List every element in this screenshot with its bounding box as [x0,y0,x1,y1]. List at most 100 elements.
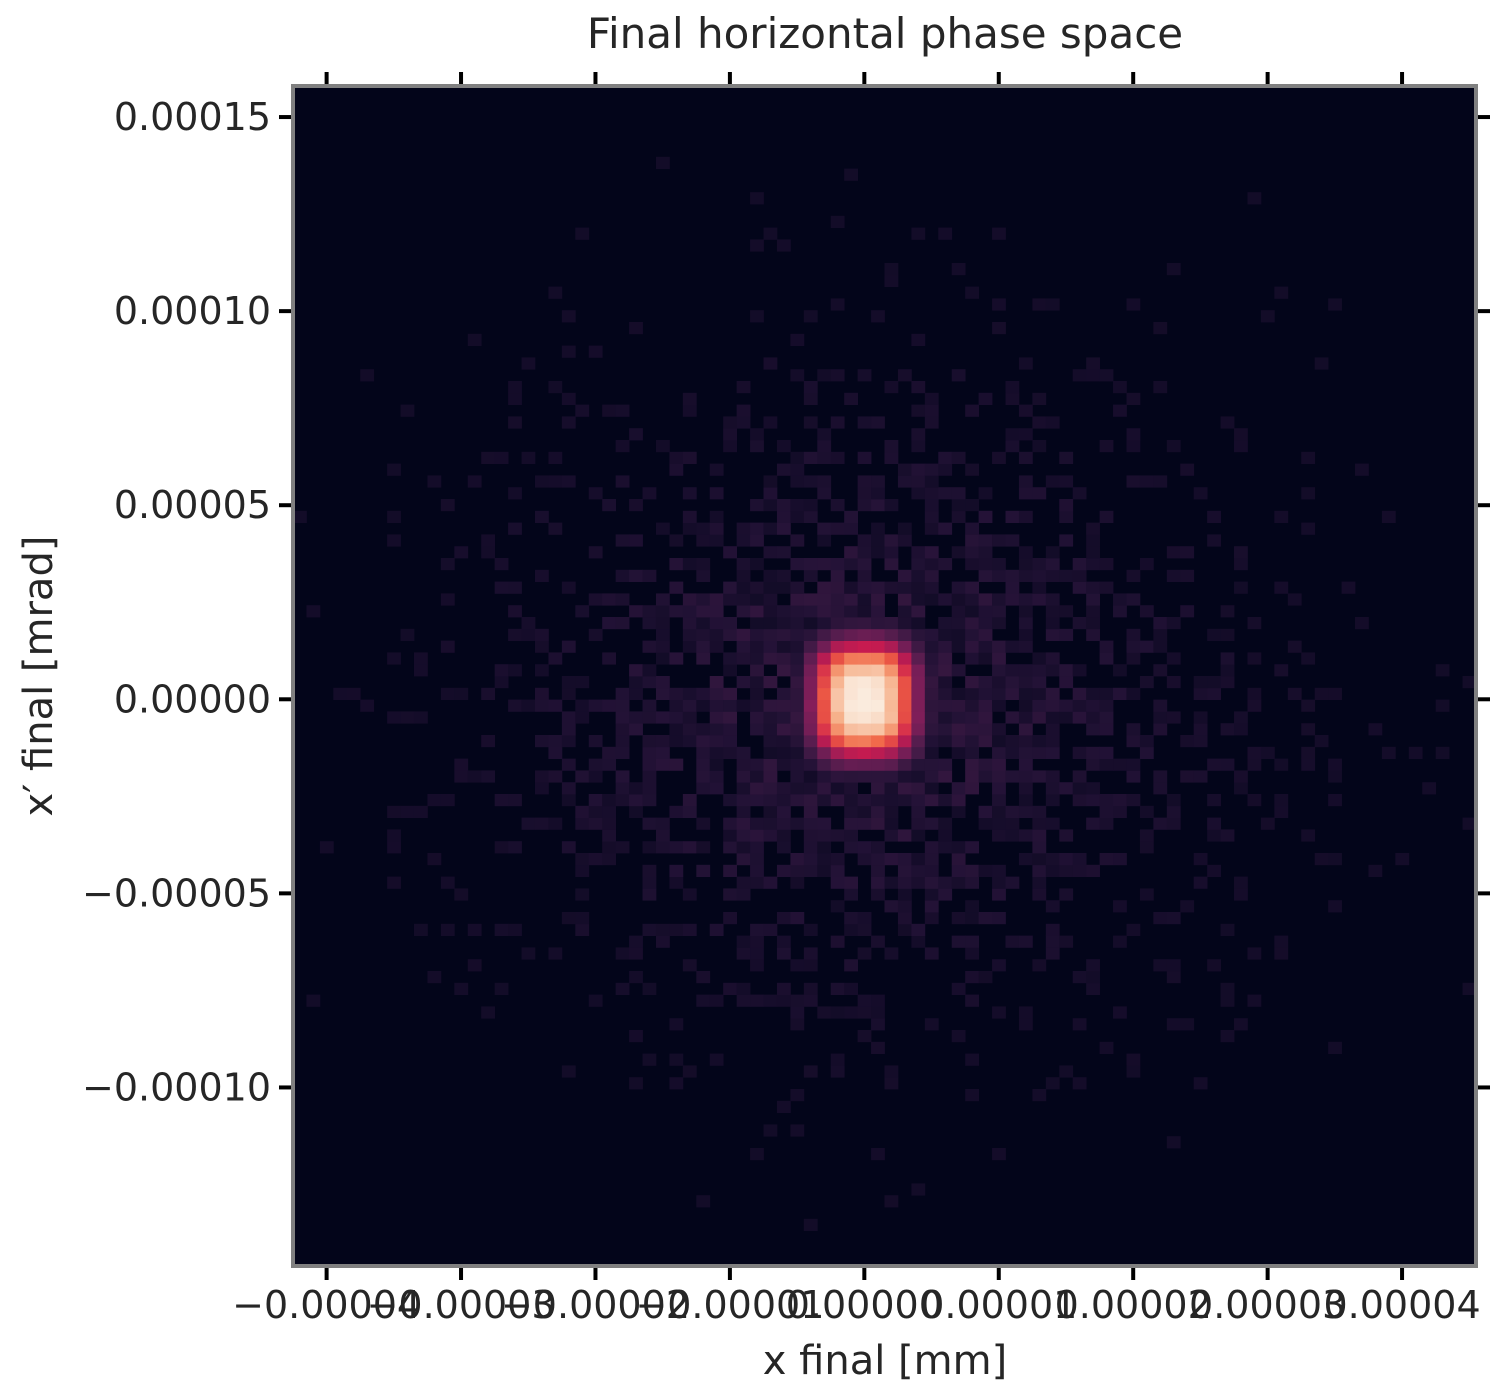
heatmap-cell [1099,1041,1114,1054]
heatmap-cell [629,569,643,582]
heatmap-cell [1328,298,1342,311]
heatmap-cell [1086,617,1100,630]
heatmap-cell [776,640,791,653]
heatmap-cell [830,593,845,606]
heatmap-cell [615,534,630,547]
heatmap-cell [1287,593,1302,606]
heatmap-cell [992,829,1006,842]
heatmap-cell [763,829,778,842]
heatmap-cell [682,522,697,535]
heatmap-cell [817,864,832,877]
heatmap-cell [575,676,590,689]
heatmap-cell [790,711,805,724]
heatmap-cell [763,628,778,641]
heatmap-cell [924,499,939,512]
heatmap-cell [911,829,926,842]
heatmap-cell [763,416,778,429]
heatmap-cell [871,1041,885,1054]
heatmap-cell [1005,711,1020,724]
heatmap-cell [1274,581,1289,594]
heatmap-cell [763,876,778,889]
heatmap-cell [494,451,509,464]
heatmap-cell [965,546,979,559]
heatmap-cell [1301,699,1316,712]
heatmap-cell [1166,912,1181,925]
heatmap-cell [978,758,993,771]
heatmap-cell [938,794,953,807]
heatmap-cell [629,947,643,960]
heatmap-cell [1099,558,1114,571]
heatmap-cell [467,475,482,488]
heatmap-cell [723,794,738,807]
heatmap-cell [750,829,764,842]
heatmap-cell [1086,581,1100,594]
heatmap-cell [871,888,885,901]
heatmap-cell [884,499,899,512]
heatmap-cell [857,746,872,759]
heatmap-cell [857,640,872,653]
heatmap-cell [871,687,885,700]
heatmap-cell [548,735,563,748]
heatmap-cell [1059,888,1074,901]
heatmap-cell [897,687,912,700]
heatmap-cell [817,829,832,842]
heatmap-cell [992,534,1006,547]
heatmap-cell [1045,923,1060,936]
heatmap-cell [360,699,375,712]
heatmap-cell [844,687,859,700]
heatmap-cell [803,864,818,877]
heatmap-cell [602,817,617,830]
heatmap-cell [723,617,738,630]
heatmap-cell [1139,676,1154,689]
heatmap-cell [911,404,926,417]
heatmap-cell [965,286,979,299]
heatmap-cell [1368,723,1383,736]
heatmap-cell [696,971,711,984]
heatmap-cell [911,652,926,665]
heatmap-cell [723,416,738,429]
heatmap-cell [776,652,791,665]
heatmap-cell [588,699,603,712]
heatmap-cell [629,971,643,984]
heatmap-cell [803,416,818,429]
heatmap-cell [884,546,899,559]
heatmap-cell [817,770,832,783]
x-tick-label: −0.00003 [367,1283,556,1327]
heatmap-cell [723,428,738,441]
heatmap-cell [602,794,617,807]
heatmap-cell [723,841,738,854]
heatmap-cell [938,227,953,240]
heatmap-cell [1220,829,1235,842]
heatmap-cell [1086,817,1100,830]
heatmap-cell [682,628,697,641]
heatmap-cell [1153,381,1168,394]
heatmap-cell [897,534,912,547]
heatmap-cell [857,664,872,677]
heatmap-cell [736,947,751,960]
heatmap-cell [992,569,1006,582]
heatmap-cell [965,558,979,571]
heatmap-cell [642,923,657,936]
heatmap-cell [790,510,805,523]
heatmap-cell [803,499,818,512]
heatmap-cell [1193,676,1208,689]
heatmap-cell [1018,664,1033,677]
heatmap-cell [871,1006,885,1019]
heatmap-cell [897,876,912,889]
heatmap-cell [561,841,576,854]
heatmap-cell [965,994,979,1007]
heatmap-cell [1045,935,1060,948]
heatmap-cell [844,794,859,807]
heatmap-cell [588,345,603,358]
heatmap-cell [763,605,778,618]
heatmap-cell [575,770,590,783]
heatmap-cell [1113,381,1127,394]
heatmap-cell [911,711,926,724]
heatmap-cell [723,817,738,830]
heatmap-cell [548,286,563,299]
heatmap-cell [924,640,939,653]
heatmap-cell [669,558,684,571]
heatmap-cell [561,687,576,700]
heatmap-cell [561,640,576,653]
heatmap-cell [857,794,872,807]
